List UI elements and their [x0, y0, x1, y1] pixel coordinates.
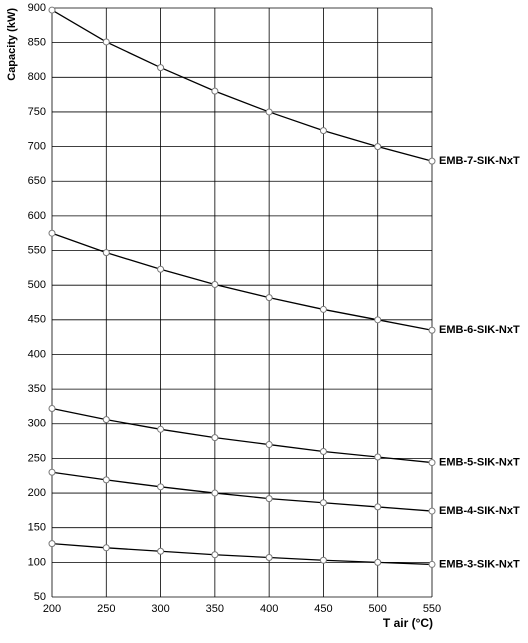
data-point: [265, 554, 273, 562]
series-line: [51, 542, 433, 566]
series-line: [51, 407, 433, 464]
series-label: EMB-6-SIK-NxT: [439, 324, 520, 336]
y-tick-label: 900: [28, 2, 46, 14]
y-tick-label: 750: [28, 106, 46, 118]
series-label: EMB-7-SIK-NxT: [439, 155, 520, 167]
x-tick-label: 400: [260, 603, 278, 615]
data-point: [428, 507, 436, 515]
data-point: [48, 468, 56, 476]
data-point: [428, 326, 436, 334]
data-point: [157, 547, 165, 555]
data-point: [48, 540, 56, 548]
data-point: [211, 489, 219, 497]
data-point: [211, 87, 219, 95]
data-point: [102, 476, 110, 484]
y-tick-label: 50: [34, 591, 46, 603]
data-point: [319, 305, 327, 313]
data-point: [374, 503, 382, 511]
data-point: [265, 441, 273, 449]
data-point: [374, 558, 382, 566]
data-point: [319, 499, 327, 507]
data-point: [428, 560, 436, 568]
data-point: [157, 483, 165, 491]
series-label: EMB-4-SIK-NxT: [439, 505, 520, 517]
y-tick-label: 400: [28, 348, 46, 360]
data-point: [319, 447, 327, 455]
data-point: [157, 425, 165, 433]
data-point: [374, 143, 382, 151]
y-tick-label: 600: [28, 210, 46, 222]
data-point: [265, 495, 273, 503]
data-point: [374, 453, 382, 461]
series-label: EMB-3-SIK-NxT: [439, 558, 520, 570]
data-point: [265, 294, 273, 302]
y-tick-label: 800: [28, 71, 46, 83]
x-tick-label: 350: [206, 603, 224, 615]
y-tick-label: 300: [28, 418, 46, 430]
data-point: [102, 249, 110, 257]
data-point: [48, 405, 56, 413]
data-point: [102, 416, 110, 424]
x-tick-label: 300: [151, 603, 169, 615]
y-axis-label: Capacity (kW): [6, 8, 18, 81]
data-point: [102, 544, 110, 552]
x-axis-label: T air (°C): [383, 616, 433, 630]
y-tick-label: 650: [28, 175, 46, 187]
y-tick-label: 200: [28, 487, 46, 499]
data-point: [102, 38, 110, 46]
y-tick-label: 850: [28, 37, 46, 49]
data-point: [319, 556, 327, 564]
data-point: [157, 64, 165, 72]
series-line: [51, 9, 433, 162]
y-tick-label: 700: [28, 140, 46, 152]
data-point: [319, 127, 327, 135]
x-tick-label: 450: [314, 603, 332, 615]
data-point: [157, 265, 165, 273]
x-tick-label: 500: [369, 603, 387, 615]
series-line: [51, 232, 433, 331]
x-tick-label: 200: [43, 603, 61, 615]
x-tick-label: 550: [423, 603, 441, 615]
data-point: [265, 108, 273, 116]
x-tick-label: 250: [97, 603, 115, 615]
data-point: [211, 434, 219, 442]
y-tick-label: 150: [28, 522, 46, 534]
data-point: [48, 6, 56, 14]
y-tick-label: 500: [28, 279, 46, 291]
data-point: [211, 551, 219, 559]
y-tick-label: 550: [28, 244, 46, 256]
data-point: [374, 316, 382, 324]
series-label: EMB-5-SIK-NxT: [439, 456, 520, 468]
y-tick-label: 450: [28, 314, 46, 326]
data-point: [48, 229, 56, 237]
data-point: [211, 280, 219, 288]
data-point: [428, 459, 436, 467]
data-point: [428, 157, 436, 165]
y-tick-label: 100: [28, 556, 46, 568]
series-line: [51, 471, 433, 512]
y-tick-label: 250: [28, 452, 46, 464]
y-tick-label: 350: [28, 383, 46, 395]
